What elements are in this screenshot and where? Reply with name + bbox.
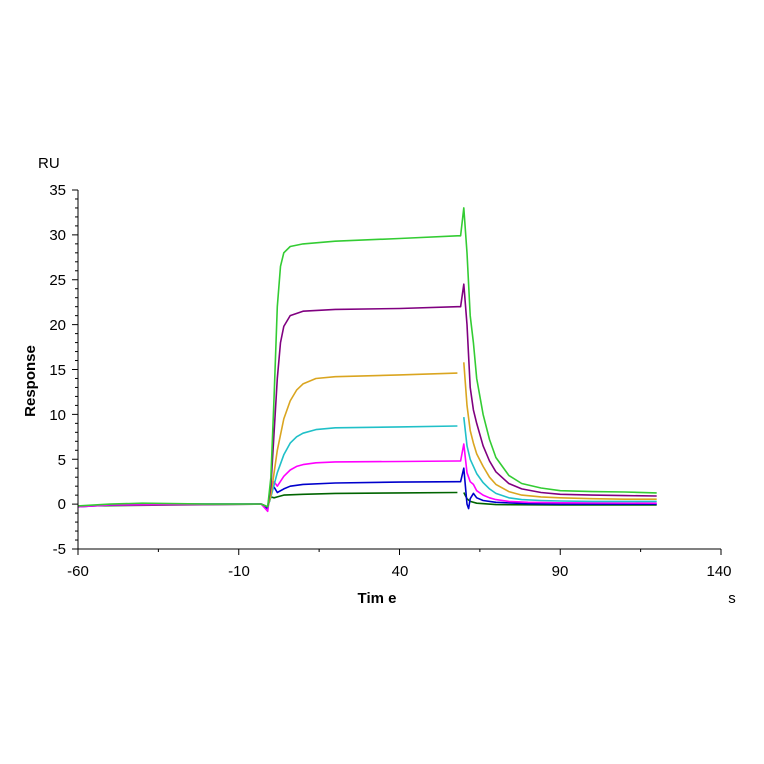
series-line-curve-1 <box>77 207 657 508</box>
series-line-curve-3 <box>260 372 458 508</box>
y-tick-label: 0 <box>58 496 66 513</box>
x-axis <box>77 548 722 555</box>
x-axis-title: Tim e <box>358 590 397 607</box>
y-tick-label: 30 <box>49 227 66 244</box>
series-line-curve-2 <box>260 283 657 508</box>
y-tick-labels: 35 30 25 20 15 10 5 0 -5 <box>49 182 66 558</box>
y-tick-label: -5 <box>53 541 66 558</box>
x-tick-label: 90 <box>552 563 569 580</box>
y-tick-label: 25 <box>49 272 66 289</box>
y-axis-title: Response <box>22 345 39 417</box>
series-line-curve-3 <box>463 362 657 501</box>
y-unit-label: RU <box>38 155 60 172</box>
x-tick-label: 40 <box>392 563 409 580</box>
y-tick-label: 35 <box>49 182 66 199</box>
y-tick-label: 5 <box>58 452 66 469</box>
y-tick-label: 10 <box>49 407 66 424</box>
x-tick-label: 140 <box>706 563 731 580</box>
x-tick-label: -60 <box>67 563 89 580</box>
series-layer <box>77 207 657 513</box>
x-tick-label: -10 <box>228 563 250 580</box>
y-tick-label: 15 <box>49 362 66 379</box>
x-tick-labels: -60 -10 40 90 140 <box>67 563 731 580</box>
x-unit-label: s <box>728 590 736 607</box>
series-line-curve-4 <box>463 417 657 503</box>
y-axis <box>72 189 79 550</box>
y-tick-label: 20 <box>49 317 66 334</box>
